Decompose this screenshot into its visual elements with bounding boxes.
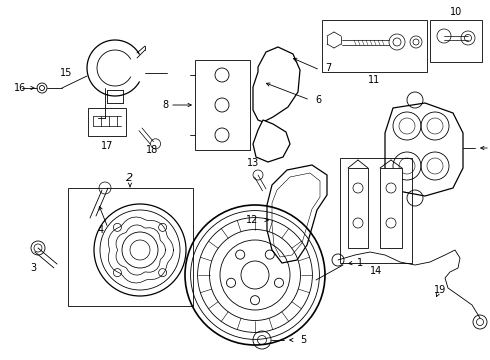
Text: 15: 15 xyxy=(60,68,73,78)
Text: 19: 19 xyxy=(434,285,446,295)
Text: 8: 8 xyxy=(162,100,168,110)
Polygon shape xyxy=(348,168,368,248)
Text: 17: 17 xyxy=(101,141,113,151)
Bar xyxy=(322,20,427,72)
Polygon shape xyxy=(253,47,300,122)
Text: 16: 16 xyxy=(14,83,26,93)
Text: 4: 4 xyxy=(98,225,104,235)
Text: 1: 1 xyxy=(357,258,363,268)
Text: 14: 14 xyxy=(370,266,382,276)
Text: 5: 5 xyxy=(300,335,306,345)
Polygon shape xyxy=(380,168,402,248)
Text: 12: 12 xyxy=(245,215,258,225)
Text: 10: 10 xyxy=(450,7,462,17)
Bar xyxy=(430,20,482,62)
Polygon shape xyxy=(385,103,463,196)
Bar xyxy=(68,188,193,306)
Polygon shape xyxy=(267,165,327,263)
Bar xyxy=(340,158,412,263)
Text: 11: 11 xyxy=(368,75,380,85)
Text: 6: 6 xyxy=(315,95,321,105)
Text: 7: 7 xyxy=(325,63,331,73)
Bar xyxy=(195,60,250,150)
Text: 18: 18 xyxy=(146,145,158,155)
Bar xyxy=(88,108,126,136)
Text: 3: 3 xyxy=(30,263,36,273)
Text: 13: 13 xyxy=(247,158,259,168)
Polygon shape xyxy=(253,120,290,162)
Text: 2: 2 xyxy=(126,173,134,183)
